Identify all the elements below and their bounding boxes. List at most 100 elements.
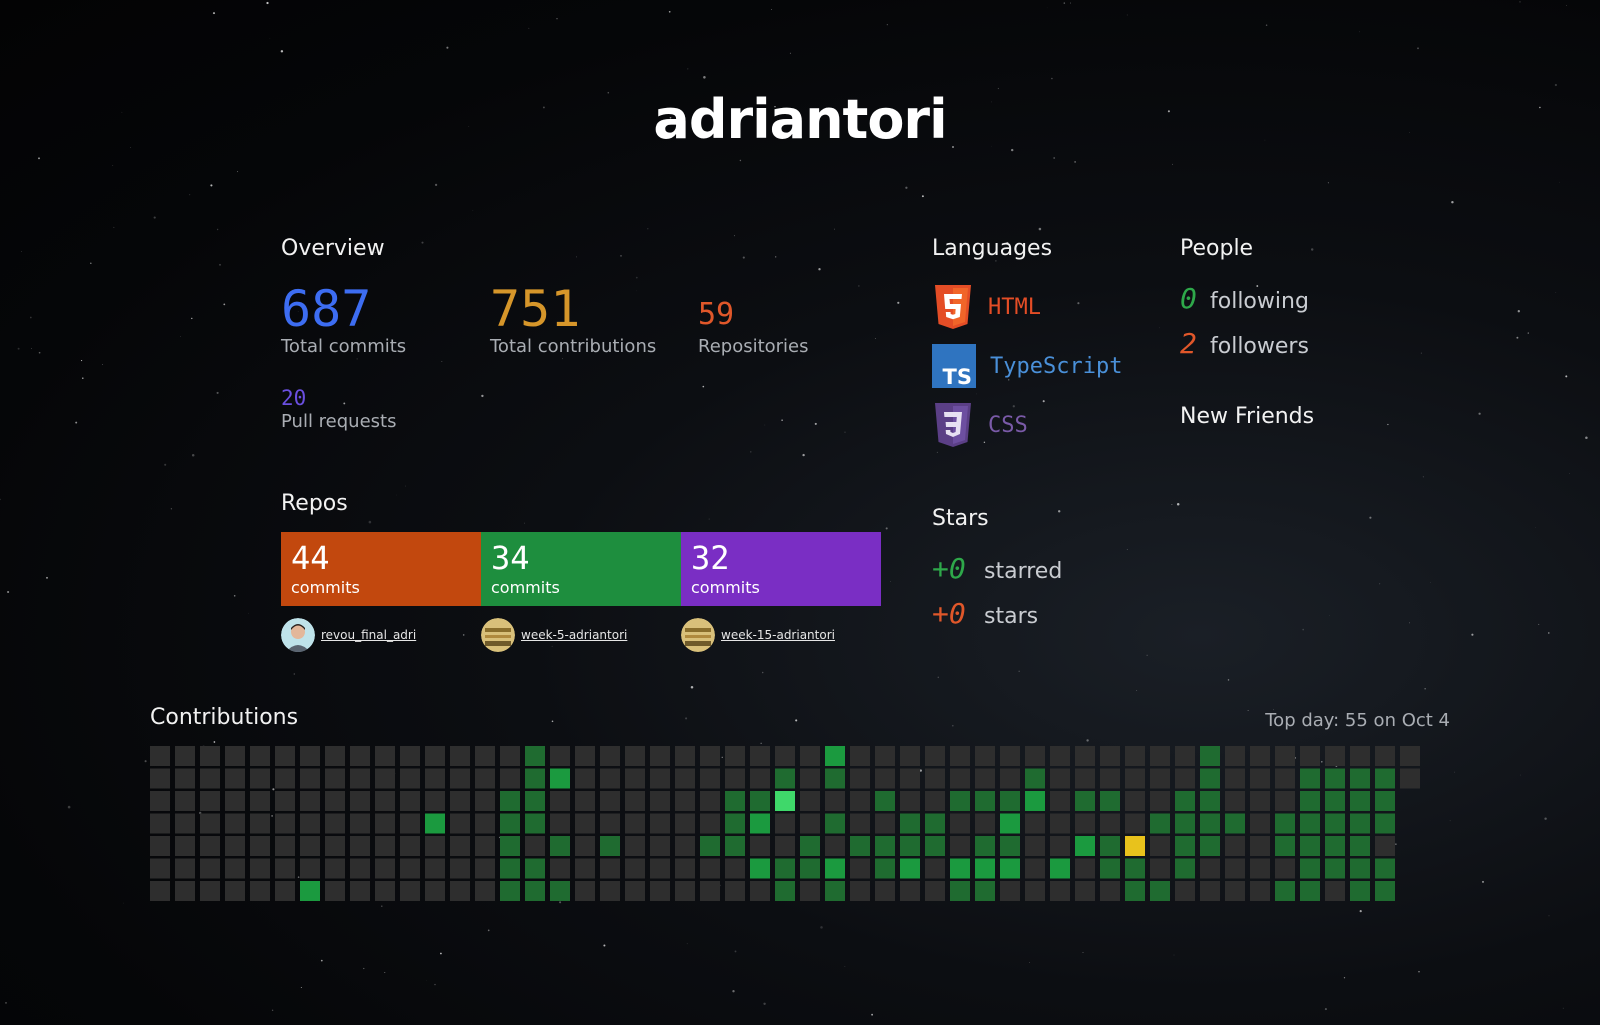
contribution-day-cell[interactable] (675, 881, 695, 901)
contribution-day-cell[interactable] (950, 791, 970, 811)
contribution-day-cell[interactable] (200, 881, 220, 901)
contribution-day-cell[interactable] (850, 768, 870, 789)
contribution-day-cell[interactable] (425, 746, 445, 766)
contribution-day-cell[interactable] (450, 768, 470, 789)
contribution-day-cell[interactable] (1075, 813, 1095, 834)
contribution-day-cell[interactable] (1075, 791, 1095, 811)
contribution-day-cell[interactable] (475, 791, 495, 811)
contribution-day-cell[interactable] (725, 791, 745, 811)
contribution-day-cell[interactable] (225, 858, 245, 879)
contribution-day-cell[interactable] (150, 836, 170, 856)
contribution-day-cell[interactable] (1075, 836, 1095, 856)
contribution-day-cell[interactable] (1300, 858, 1320, 879)
contribution-day-cell[interactable] (1275, 768, 1295, 789)
contribution-day-cell[interactable] (1025, 881, 1045, 901)
contribution-day-cell[interactable] (475, 746, 495, 766)
contribution-day-cell[interactable] (250, 836, 270, 856)
contribution-day-cell[interactable] (750, 746, 770, 766)
contribution-day-cell[interactable] (400, 836, 420, 856)
contribution-day-cell[interactable] (1300, 768, 1320, 789)
contribution-day-cell[interactable] (1075, 768, 1095, 789)
contribution-day-cell[interactable] (700, 881, 720, 901)
contribution-day-cell[interactable] (600, 768, 620, 789)
contribution-day-cell[interactable] (550, 836, 570, 856)
contribution-day-cell[interactable] (700, 768, 720, 789)
contribution-day-cell[interactable] (875, 813, 895, 834)
contribution-day-cell[interactable] (225, 768, 245, 789)
contribution-day-cell[interactable] (400, 813, 420, 834)
contribution-day-cell[interactable] (1300, 836, 1320, 856)
contribution-day-cell[interactable] (750, 881, 770, 901)
contribution-day-cell[interactable] (1100, 813, 1120, 834)
contribution-day-cell[interactable] (1025, 813, 1045, 834)
contribution-day-cell[interactable] (975, 768, 995, 789)
contribution-day-cell[interactable] (1075, 881, 1095, 901)
followers-stat[interactable]: 2 followers (1180, 327, 1309, 360)
contribution-day-cell[interactable] (250, 746, 270, 766)
contribution-day-cell[interactable] (375, 768, 395, 789)
contribution-day-cell[interactable] (500, 881, 520, 901)
contribution-day-cell[interactable] (1250, 836, 1270, 856)
contribution-day-cell[interactable] (725, 858, 745, 879)
contribution-day-cell[interactable] (1350, 836, 1370, 856)
contribution-day-cell[interactable] (1150, 836, 1170, 856)
contribution-day-cell[interactable] (1050, 858, 1070, 879)
contribution-day-cell[interactable] (575, 813, 595, 834)
contribution-day-cell[interactable] (675, 858, 695, 879)
contribution-day-cell[interactable] (1275, 858, 1295, 879)
contribution-day-cell[interactable] (500, 858, 520, 879)
contribution-day-cell[interactable] (550, 791, 570, 811)
contribution-day-cell[interactable] (425, 881, 445, 901)
contribution-day-cell[interactable] (1100, 768, 1120, 789)
contribution-day-cell[interactable] (675, 791, 695, 811)
contribution-day-cell[interactable] (1025, 858, 1045, 879)
contribution-day-cell[interactable] (625, 746, 645, 766)
contribution-day-cell[interactable] (375, 813, 395, 834)
contribution-day-cell[interactable] (950, 858, 970, 879)
contribution-day-cell[interactable] (350, 858, 370, 879)
contribution-day-cell[interactable] (775, 746, 795, 766)
contribution-day-cell[interactable] (1250, 858, 1270, 879)
contribution-day-cell[interactable] (1375, 881, 1395, 901)
contribution-day-cell[interactable] (825, 791, 845, 811)
repo-link-week-5-adriantori[interactable]: week-5-adriantori (481, 618, 627, 652)
contribution-day-cell[interactable] (250, 881, 270, 901)
contribution-day-cell[interactable] (1175, 791, 1195, 811)
contribution-day-cell[interactable] (850, 881, 870, 901)
contribution-day-cell[interactable] (300, 881, 320, 901)
contribution-day-cell[interactable] (1300, 791, 1320, 811)
contribution-day-cell[interactable] (175, 791, 195, 811)
contribution-day-cell[interactable] (1100, 791, 1120, 811)
contribution-day-cell[interactable] (800, 858, 820, 879)
contribution-day-cell[interactable] (1225, 813, 1245, 834)
contribution-day-cell[interactable] (850, 858, 870, 879)
contribution-day-cell[interactable] (825, 813, 845, 834)
contribution-day-cell[interactable] (525, 881, 545, 901)
contribution-day-cell[interactable] (975, 746, 995, 766)
contribution-day-cell[interactable] (750, 813, 770, 834)
contribution-day-cell[interactable] (825, 768, 845, 789)
contribution-day-cell[interactable] (1050, 813, 1070, 834)
contribution-day-cell[interactable] (800, 791, 820, 811)
contribution-day-cell[interactable] (1000, 813, 1020, 834)
contribution-day-cell[interactable] (650, 836, 670, 856)
contribution-day-cell[interactable] (1100, 836, 1120, 856)
contribution-day-cell[interactable] (1075, 858, 1095, 879)
contribution-day-cell[interactable] (300, 836, 320, 856)
contribution-day-cell[interactable] (150, 881, 170, 901)
contribution-day-cell[interactable] (550, 858, 570, 879)
repo-name-link[interactable]: week-15-adriantori (721, 628, 835, 642)
contribution-day-cell[interactable] (150, 746, 170, 766)
contribution-day-cell[interactable] (1275, 813, 1295, 834)
contribution-day-cell[interactable] (1125, 768, 1145, 789)
contribution-day-cell[interactable] (775, 813, 795, 834)
contribution-day-cell[interactable] (775, 791, 795, 811)
contribution-day-cell[interactable] (450, 746, 470, 766)
contribution-day-cell[interactable] (825, 858, 845, 879)
contribution-day-cell[interactable] (900, 858, 920, 879)
contribution-day-cell[interactable] (475, 881, 495, 901)
contribution-day-cell[interactable] (950, 881, 970, 901)
contribution-day-cell[interactable] (1050, 791, 1070, 811)
contribution-day-cell[interactable] (900, 813, 920, 834)
contribution-day-cell[interactable] (1100, 858, 1120, 879)
